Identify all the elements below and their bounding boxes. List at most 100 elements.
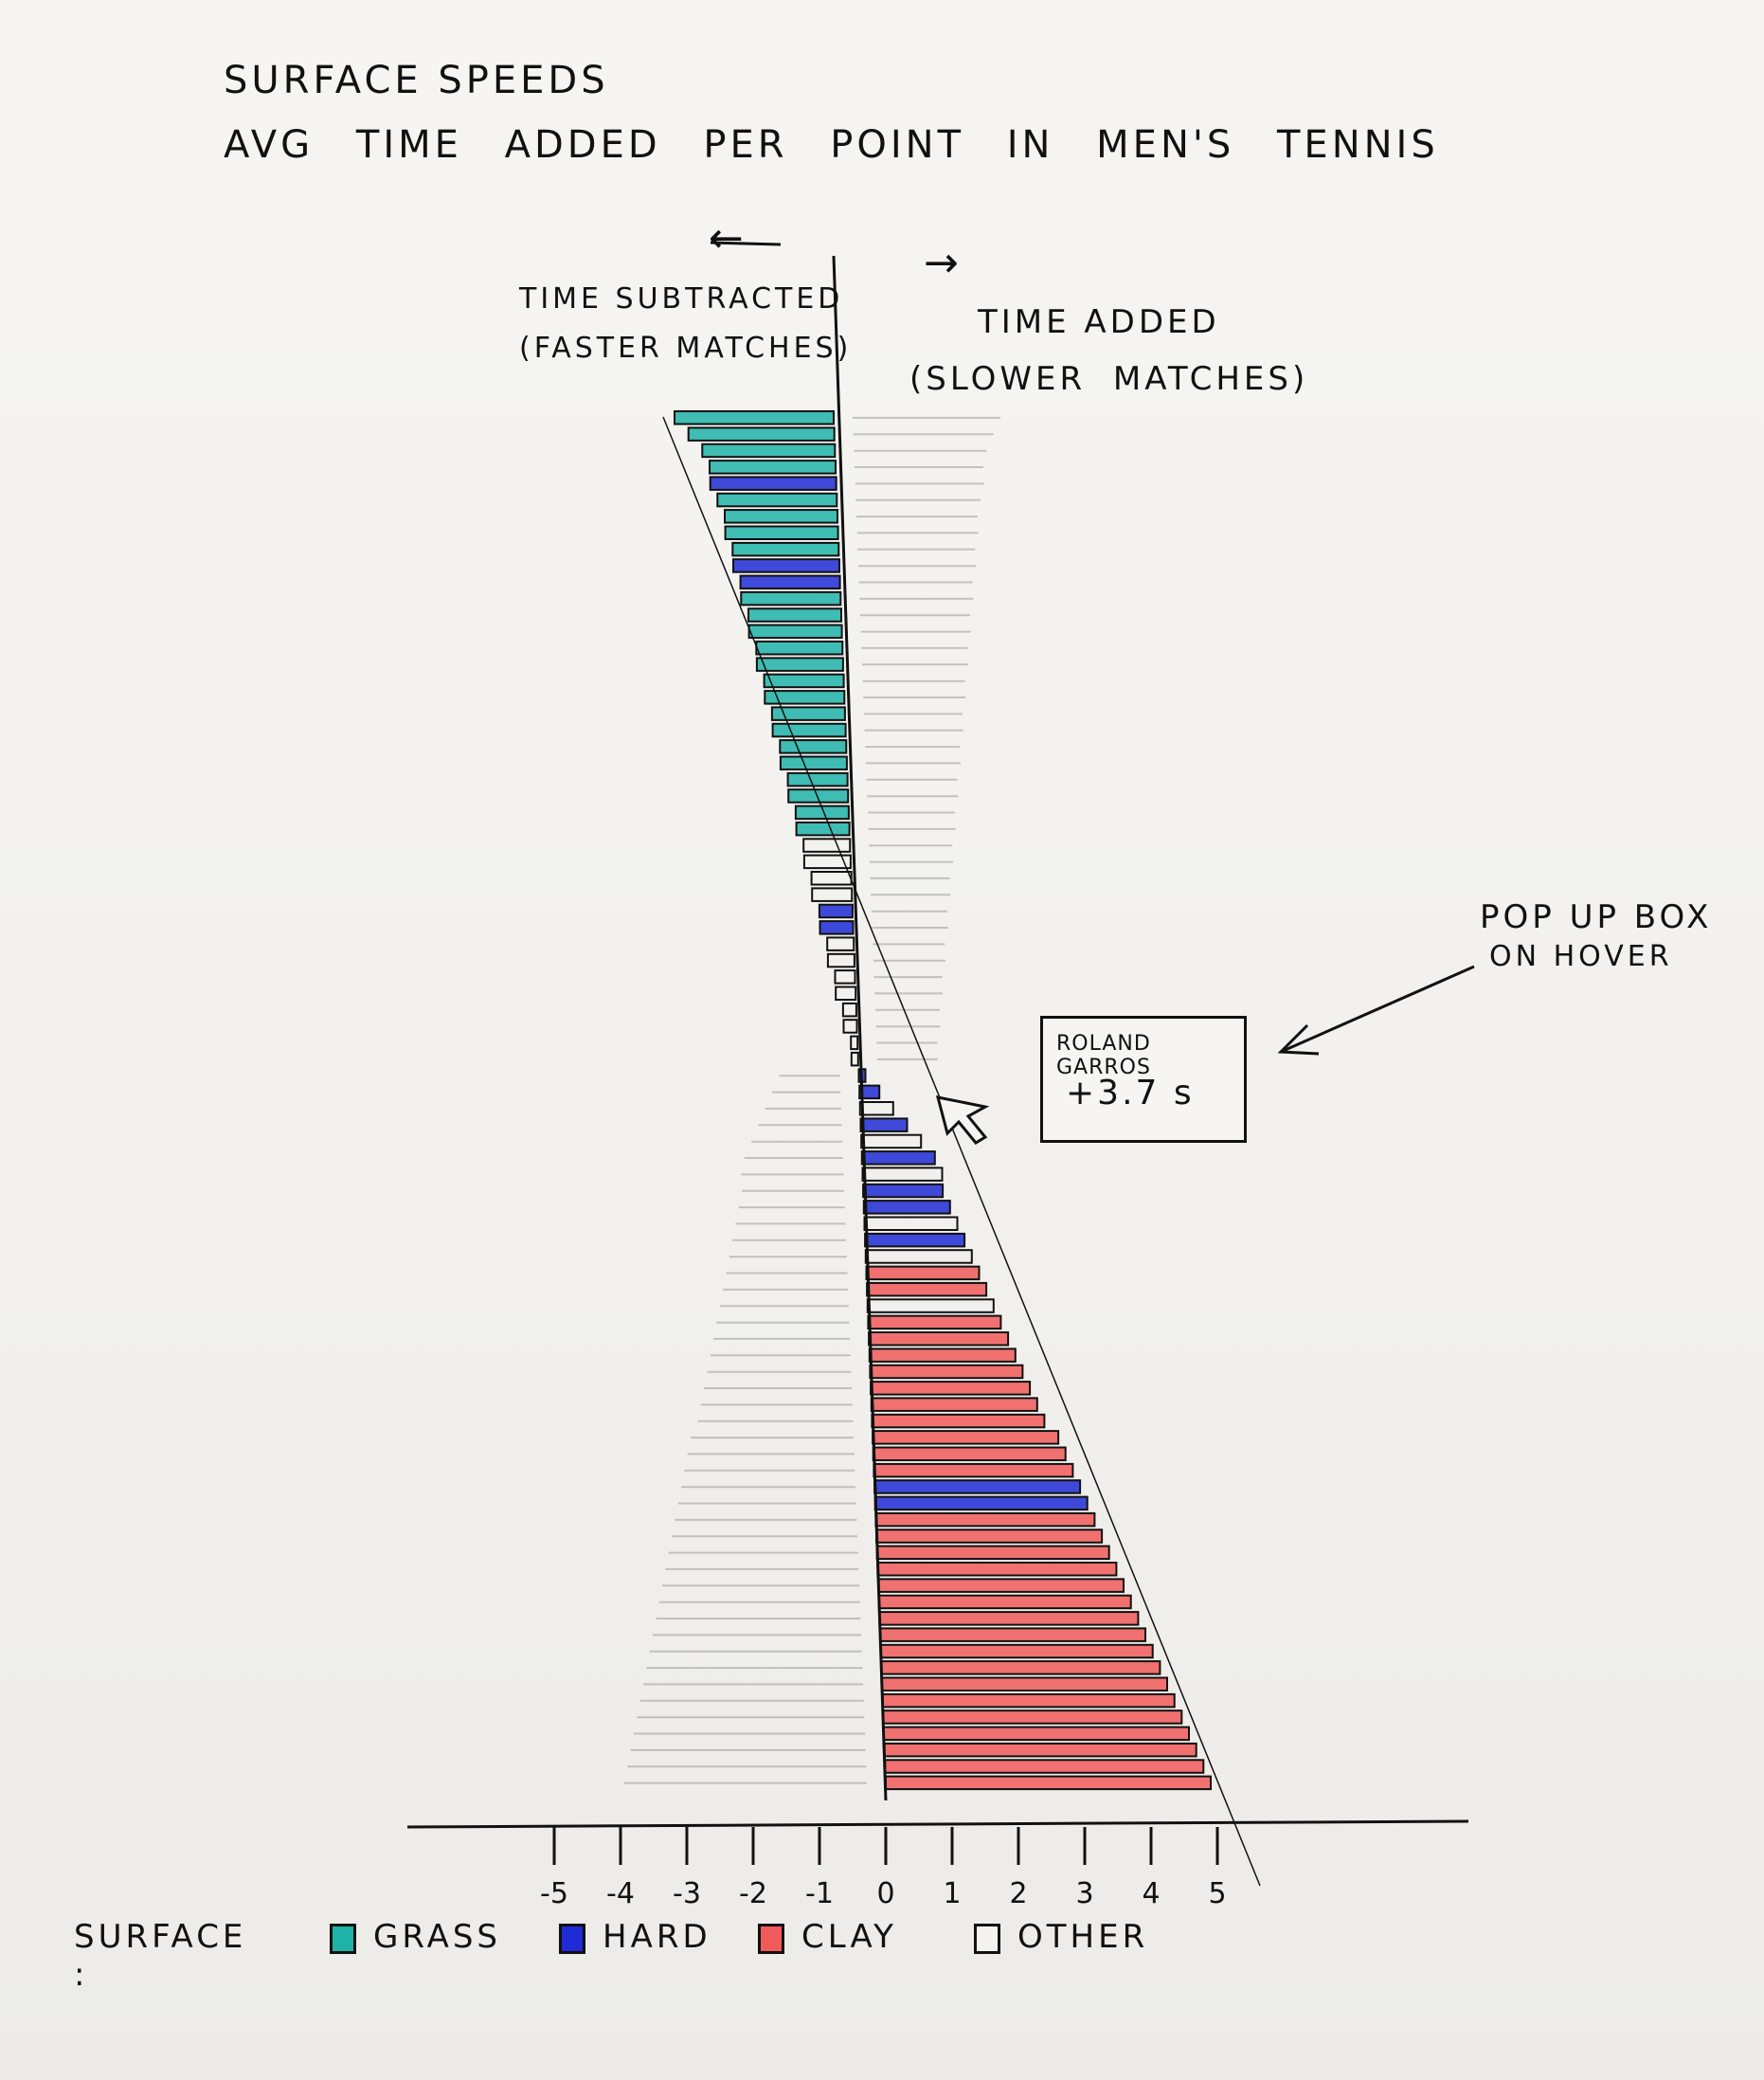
bar-hard[interactable] xyxy=(732,558,840,573)
bar-hard[interactable] xyxy=(739,574,841,590)
bar-grass[interactable] xyxy=(771,722,847,738)
bar-hard[interactable] xyxy=(862,1183,945,1199)
bar-grass[interactable] xyxy=(674,410,835,425)
bar-other[interactable] xyxy=(802,838,852,853)
bar-hard[interactable] xyxy=(859,1117,909,1132)
bar-grass[interactable] xyxy=(763,673,845,689)
bar-clay[interactable] xyxy=(865,1265,981,1281)
popup-annotation-line1: POP UP BOX xyxy=(1480,898,1713,936)
bar-clay[interactable] xyxy=(879,1643,1154,1659)
bar-clay[interactable] xyxy=(870,1381,1032,1396)
legend-item-clay[interactable]: CLAY xyxy=(758,1918,897,1956)
bar-other[interactable] xyxy=(864,1249,973,1264)
bar-clay[interactable] xyxy=(883,1726,1190,1742)
bar-grass[interactable] xyxy=(770,706,846,721)
bar-other[interactable] xyxy=(826,936,855,951)
bar-clay[interactable] xyxy=(880,1660,1161,1675)
bar-grass[interactable] xyxy=(794,805,850,821)
bar-grass[interactable] xyxy=(779,755,848,770)
bar-other[interactable] xyxy=(841,1002,857,1018)
bar-grass[interactable] xyxy=(716,492,838,508)
x-tick-label: -4 xyxy=(606,1877,635,1910)
bar-clay[interactable] xyxy=(876,1562,1118,1577)
chart-title: SURFACE SPEEDS xyxy=(224,59,609,102)
bar-grass[interactable] xyxy=(755,641,844,656)
bar-grass[interactable] xyxy=(724,509,838,524)
legend-swatch-grass xyxy=(330,1923,356,1954)
x-tick-label: 2 xyxy=(1009,1877,1027,1910)
bar-other[interactable] xyxy=(850,1051,859,1067)
bar-clay[interactable] xyxy=(866,1281,988,1297)
bar-clay[interactable] xyxy=(879,1627,1146,1642)
legend-item-grass[interactable]: GRASS xyxy=(330,1918,501,1956)
bar-grass[interactable] xyxy=(755,657,844,672)
bar-other[interactable] xyxy=(835,986,857,1001)
bar-other[interactable] xyxy=(826,952,855,968)
bar-grass[interactable] xyxy=(709,460,837,475)
bar-clay[interactable] xyxy=(881,1676,1168,1691)
bar-hard[interactable] xyxy=(860,1150,936,1166)
bar-other[interactable] xyxy=(866,1298,995,1313)
bar-clay[interactable] xyxy=(883,1742,1197,1758)
bar-other[interactable] xyxy=(850,1035,859,1051)
x-axis-line xyxy=(406,1819,1469,1829)
arrow-left-icon: ← xyxy=(709,214,744,262)
bar-clay[interactable] xyxy=(872,1446,1067,1461)
bar-clay[interactable] xyxy=(869,1364,1024,1380)
bar-grass[interactable] xyxy=(779,739,848,754)
bar-hard[interactable] xyxy=(862,1200,951,1215)
bar-grass[interactable] xyxy=(687,426,836,442)
bar-clay[interactable] xyxy=(873,1462,1074,1478)
bar-clay[interactable] xyxy=(874,1511,1096,1528)
bar-clay[interactable] xyxy=(882,1709,1183,1725)
bar-grass[interactable] xyxy=(786,771,849,787)
bar-grass[interactable] xyxy=(701,443,837,459)
bar-hard[interactable] xyxy=(709,476,837,491)
bar-grass[interactable] xyxy=(747,607,842,623)
bar-clay[interactable] xyxy=(875,1545,1110,1561)
legend-item-other[interactable]: OTHER xyxy=(974,1918,1148,1956)
x-tick-label: 5 xyxy=(1208,1877,1226,1910)
bar-clay[interactable] xyxy=(877,1594,1132,1610)
bar-hard[interactable] xyxy=(858,1084,881,1100)
bar-other[interactable] xyxy=(842,1019,858,1034)
bar-clay[interactable] xyxy=(884,1759,1205,1774)
bar-other[interactable] xyxy=(802,854,852,870)
bar-hard[interactable] xyxy=(818,903,854,919)
annotation-pointer xyxy=(1280,965,1475,1054)
bar-grass[interactable] xyxy=(731,541,840,557)
bar-other[interactable] xyxy=(834,969,856,985)
bar-other[interactable] xyxy=(863,1216,959,1231)
bar-hard[interactable] xyxy=(873,1495,1089,1511)
bar-clay[interactable] xyxy=(868,1347,1017,1363)
bar-clay[interactable] xyxy=(875,1528,1104,1544)
x-tick-label: 1 xyxy=(943,1877,961,1910)
bar-grass[interactable] xyxy=(724,525,839,540)
bar-other[interactable] xyxy=(810,871,853,886)
chart-subtitle: AVG TIME ADDED PER POINT IN MEN'S TENNIS xyxy=(224,123,1439,167)
bar-clay[interactable] xyxy=(877,1578,1125,1593)
bar-clay[interactable] xyxy=(868,1331,1010,1347)
bar-hard[interactable] xyxy=(819,920,855,935)
bar-clay[interactable] xyxy=(872,1430,1060,1445)
bar-grass[interactable] xyxy=(747,624,843,640)
time-subtracted-label: TIME SUBTRACTED xyxy=(519,282,844,316)
bar-grass[interactable] xyxy=(787,788,850,804)
bar-grass[interactable] xyxy=(740,590,842,606)
bar-hard[interactable] xyxy=(873,1479,1082,1494)
bar-clay[interactable] xyxy=(878,1611,1140,1626)
bar-other[interactable] xyxy=(811,887,854,902)
bar-clay[interactable] xyxy=(870,1397,1038,1412)
legend-label-clay: CLAY xyxy=(801,1918,897,1956)
bar-grass[interactable] xyxy=(795,821,851,837)
bar-clay[interactable] xyxy=(871,1413,1046,1429)
bar-clay[interactable] xyxy=(867,1314,1002,1330)
bar-clay[interactable] xyxy=(885,1775,1212,1791)
bar-other[interactable] xyxy=(861,1167,944,1182)
bar-other[interactable] xyxy=(860,1133,923,1149)
bar-other[interactable] xyxy=(858,1101,894,1116)
bar-grass[interactable] xyxy=(764,690,846,705)
bar-clay[interactable] xyxy=(881,1692,1176,1709)
bar-hard[interactable] xyxy=(864,1232,966,1248)
legend-item-hard[interactable]: HARD xyxy=(559,1918,711,1956)
